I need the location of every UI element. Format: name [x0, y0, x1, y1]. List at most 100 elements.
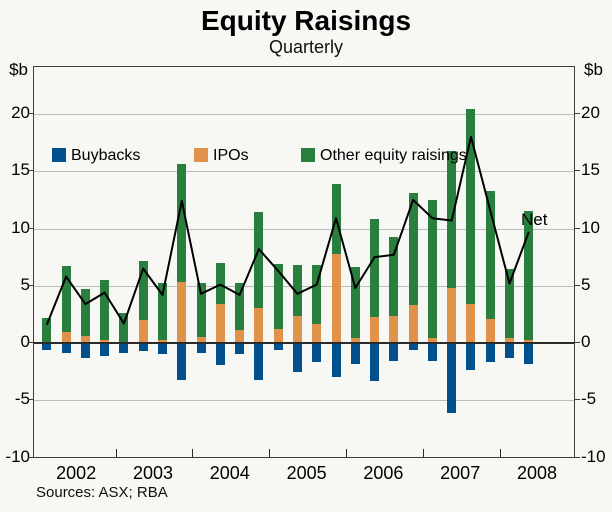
x-axis-year-label-2004: 2004 [209, 463, 250, 483]
bar-ipos-2003Q3 [157, 339, 167, 343]
legend-swatch-other-equity-raisings [301, 148, 315, 162]
bar-ipos-2004Q3 [235, 330, 245, 343]
bar-buybacks-2007Q2 [447, 343, 457, 413]
bar-other-equity-raisings-2005Q3 [312, 265, 322, 324]
bar-other-equity-raisings-2007Q1 [427, 199, 437, 339]
bar-buybacks-2005Q2 [292, 343, 302, 372]
y-tick-mark-left-10 [28, 227, 33, 229]
net-line-path [45, 135, 530, 326]
y-tick-mark-left-20 [28, 113, 33, 114]
bar-buybacks-2002Q3 [80, 343, 90, 358]
bar-other-equity-raisings-2004Q1 [196, 283, 206, 338]
legend-swatch-ipos [194, 148, 208, 162]
x-axis-year-label-2007: 2007 [440, 463, 481, 483]
legend-label-other-equity-raisings: Other equity raisings [320, 147, 467, 164]
x-axis-year-label-2006: 2006 [363, 463, 404, 483]
bar-buybacks-2003Q4 [177, 343, 187, 380]
x-tick-mark-2002 [115, 449, 117, 457]
gridline-10 [34, 228, 574, 230]
bar-other-equity-raisings-2005Q1 [273, 263, 283, 330]
bar-other-equity-raisings-2008Q1 [505, 268, 515, 339]
bar-ipos-2006Q4 [408, 305, 418, 343]
bar-ipos-2005Q4 [331, 253, 341, 343]
x-tick-mark-2006 [422, 449, 424, 457]
bar-other-equity-raisings-2002Q3 [80, 289, 90, 337]
bar-other-equity-raisings-2006Q2 [370, 219, 380, 317]
bar-buybacks-2006Q4 [408, 343, 418, 350]
net-line [45, 135, 530, 326]
net-series-label: Net [521, 210, 548, 229]
y-tick-label-right-20: 20 [581, 103, 600, 122]
bar-ipos-2003Q4 [177, 282, 187, 343]
y-tick-label-right-5: 5 [581, 274, 591, 294]
bar-buybacks-2005Q4 [331, 343, 341, 378]
bar-buybacks-2006Q1 [350, 343, 360, 364]
bar-ipos-2004Q2 [215, 304, 225, 343]
bar-ipos-2005Q2 [292, 315, 302, 343]
y-axis-unit-left: $b [9, 60, 28, 79]
y-tick-mark-right-0 [575, 342, 580, 343]
y-tick-mark-left--5 [28, 399, 33, 401]
bar-ipos-2008Q1 [505, 338, 515, 343]
bar-ipos-2007Q2 [447, 288, 457, 343]
y-tick-label-left-20: 20 [11, 103, 30, 122]
bar-buybacks-2002Q2 [61, 343, 71, 354]
x-tick-mark-2004 [269, 449, 271, 457]
bar-ipos-2006Q3 [389, 315, 399, 343]
y-tick-label-left-0: 0 [20, 332, 30, 351]
bar-buybacks-2007Q4 [485, 343, 495, 363]
bar-ipos-2007Q4 [485, 318, 495, 343]
bar-buybacks-2006Q2 [370, 343, 380, 381]
bar-ipos-2003Q2 [138, 320, 148, 343]
bar-buybacks-2004Q1 [196, 343, 206, 354]
zero-axis-line [34, 342, 574, 344]
bar-other-equity-raisings-2002Q4 [100, 280, 110, 340]
bar-ipos-2007Q1 [427, 338, 437, 343]
y-tick-mark-left-0 [28, 342, 33, 343]
bar-ipos-2008Q2 [524, 339, 534, 343]
gridline-15 [34, 171, 574, 173]
x-tick-mark-2005 [346, 449, 347, 457]
bar-other-equity-raisings-2007Q3 [466, 109, 476, 305]
gridline-20 [34, 114, 574, 115]
gridline-5 [34, 285, 574, 287]
bar-other-equity-raisings-2006Q4 [408, 193, 418, 306]
y-tick-mark-right-15 [575, 170, 580, 172]
plot-area: Buybacks IPOs Other equity raisings Net [33, 66, 575, 458]
y-tick-label-right-0: 0 [581, 332, 591, 351]
legend-label-buybacks: Buybacks [71, 147, 141, 164]
bar-buybacks-2004Q4 [254, 343, 264, 380]
bar-buybacks-2002Q1 [42, 343, 52, 350]
y-tick-mark-left-5 [28, 284, 33, 286]
bar-other-equity-raisings-2003Q2 [138, 260, 148, 321]
bar-buybacks-2005Q1 [273, 343, 283, 350]
y-tick-label-right-10: 10 [581, 217, 600, 237]
bar-buybacks-2005Q3 [312, 343, 322, 363]
bar-ipos-2005Q3 [312, 323, 322, 343]
y-tick-mark-left-15 [28, 170, 33, 172]
x-axis-year-label-2003: 2003 [132, 463, 174, 483]
chart-subtitle: Quarterly [268, 37, 344, 57]
bar-other-equity-raisings-2004Q2 [215, 262, 225, 305]
x-axis-year-label-2005: 2005 [286, 463, 327, 483]
y-tick-label-right-15: 15 [581, 160, 600, 180]
y-tick-label-left--10: -10 [5, 446, 30, 466]
x-tick-mark-2003 [192, 449, 194, 457]
y-tick-label-right--10: -10 [581, 446, 606, 466]
y-tick-mark-right--5 [575, 399, 580, 401]
bar-other-equity-raisings-2008Q2 [524, 211, 534, 340]
bar-buybacks-2003Q3 [157, 343, 167, 355]
y-tick-label-right--5: -5 [581, 389, 597, 409]
bar-other-equity-raisings-2003Q4 [177, 164, 187, 283]
bar-other-equity-raisings-2002Q2 [61, 266, 71, 332]
gridline--5 [34, 400, 574, 402]
bar-ipos-2006Q2 [370, 316, 380, 343]
bar-buybacks-2008Q1 [505, 343, 515, 358]
bar-buybacks-2003Q1 [119, 343, 129, 354]
bar-other-equity-raisings-2004Q4 [254, 212, 264, 308]
y-tick-label-left--5: -5 [14, 389, 30, 409]
y-tick-mark-right-10 [575, 227, 580, 229]
legend-label-ipos: IPOs [213, 147, 249, 164]
y-tick-mark-right--10 [575, 456, 580, 458]
